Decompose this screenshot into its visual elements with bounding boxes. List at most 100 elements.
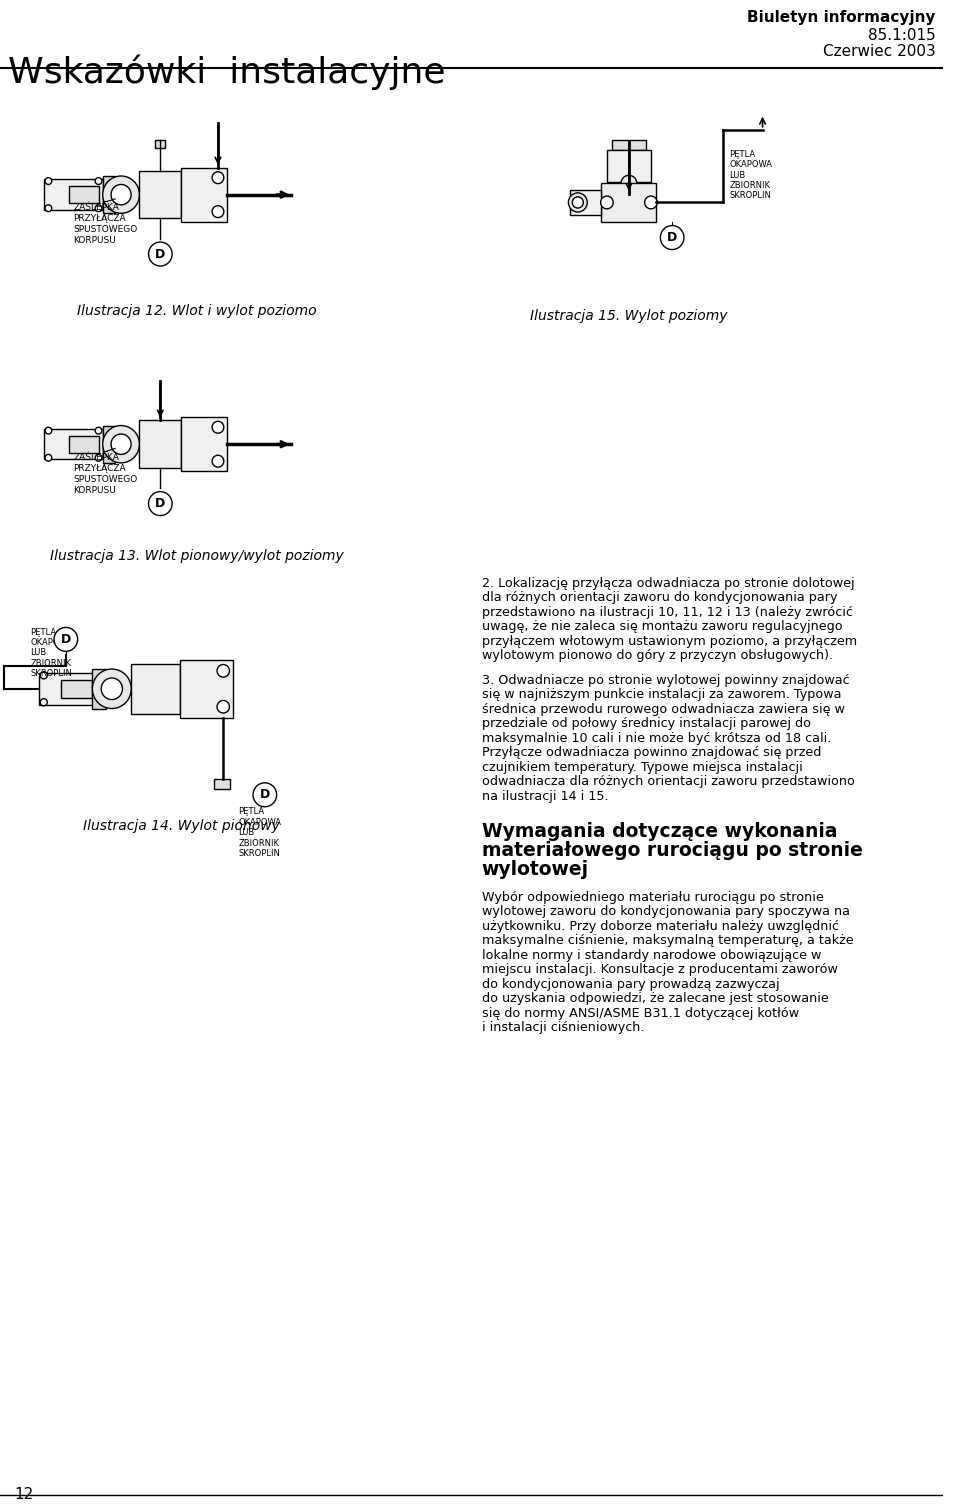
Text: i instalacji ciśnieniowych.: i instalacji ciśnieniowych.	[482, 1021, 644, 1035]
Text: przyłączem włotowym ustawionym poziomo, a przyłączem: przyłączem włotowym ustawionym poziomo, …	[482, 636, 856, 648]
Text: materiałowego rurociągu po stronie: materiałowego rurociągu po stronie	[482, 840, 862, 860]
Text: PĘTLA
OKAPOWA
LUB
ZBIORNIK
SKROPLIN: PĘTLA OKAPOWA LUB ZBIORNIK SKROPLIN	[31, 628, 74, 678]
Circle shape	[40, 699, 47, 706]
Text: użytkowniku. Przy doborze materiału należy uwzględnić: użytkowniku. Przy doborze materiału nale…	[482, 920, 838, 932]
Text: Wybór odpowiedniego materiału rurociągu po stronie: Wybór odpowiedniego materiału rurociągu …	[482, 892, 824, 904]
Bar	[181, 167, 228, 221]
Text: maksymalne ciśnienie, maksymalną temperaturę, a także: maksymalne ciśnienie, maksymalną tempera…	[482, 934, 853, 947]
Circle shape	[45, 205, 52, 212]
Text: wylotowym pionowo do góry z przyczyn obsługowych).: wylotowym pionowo do góry z przyczyn obs…	[482, 649, 832, 663]
Circle shape	[95, 455, 102, 461]
Bar	[69, 435, 99, 453]
Bar	[601, 184, 657, 221]
Text: Ilustracja 15. Wylot poziomy: Ilustracja 15. Wylot poziomy	[530, 309, 728, 324]
Bar	[570, 190, 601, 215]
Circle shape	[212, 422, 224, 434]
Text: wylotowej zaworu do kondycjonowania pary spoczywa na: wylotowej zaworu do kondycjonowania pary…	[482, 905, 850, 919]
Bar	[132, 664, 180, 714]
Circle shape	[660, 226, 684, 250]
Text: D: D	[60, 633, 71, 646]
Text: 12: 12	[14, 1488, 34, 1503]
Text: D: D	[156, 247, 165, 261]
Text: wylotowej: wylotowej	[482, 860, 588, 880]
Text: do kondycjonowania pary prowadzą zazwyczaj: do kondycjonowania pary prowadzą zazwycz…	[482, 977, 780, 991]
Text: ZAŚLEPKA
PRZYŁĄCZA
SPUSTOWEGO
KORPUSU: ZAŚLEPKA PRZYŁĄCZA SPUSTOWEGO KORPUSU	[74, 453, 137, 495]
Bar	[39, 673, 101, 705]
Bar	[44, 429, 103, 459]
Text: uwagę, że nie zaleca się montażu zaworu regulacyjnego: uwagę, że nie zaleca się montażu zaworu …	[482, 620, 842, 634]
Circle shape	[45, 455, 52, 461]
Text: Biuletyn informacyjny: Biuletyn informacyjny	[747, 11, 935, 26]
Circle shape	[149, 242, 172, 267]
Circle shape	[95, 205, 102, 212]
Bar	[156, 492, 165, 497]
Circle shape	[92, 669, 132, 708]
Bar	[103, 176, 115, 214]
Text: miejscu instalacji. Konsultacje z producentami zaworów: miejscu instalacji. Konsultacje z produc…	[482, 964, 837, 976]
Text: Ilustracja 13. Wlot pionowy/wylot poziomy: Ilustracja 13. Wlot pionowy/wylot poziom…	[50, 550, 344, 563]
Circle shape	[572, 197, 584, 208]
Text: Wskazówki  instalacyjne: Wskazówki instalacyjne	[8, 54, 445, 90]
Circle shape	[93, 672, 101, 679]
Circle shape	[212, 455, 224, 467]
Text: D: D	[156, 497, 165, 511]
Text: do uzyskania odpowiedzi, że zalecane jest stosowanie: do uzyskania odpowiedzi, że zalecane jes…	[482, 992, 828, 1005]
Circle shape	[95, 178, 102, 184]
Circle shape	[95, 428, 102, 434]
Circle shape	[111, 434, 132, 455]
Circle shape	[212, 206, 224, 217]
Circle shape	[45, 428, 52, 434]
Text: Czerwiec 2003: Czerwiec 2003	[823, 44, 935, 59]
Text: 2. Lokalizację przyłącza odwadniacza po stronie dolotowej: 2. Lokalizację przyłącza odwadniacza po …	[482, 577, 854, 590]
Text: przedstawiono na ilustracji 10, 11, 12 i 13 (należy zwrócić: przedstawiono na ilustracji 10, 11, 12 i…	[482, 605, 852, 619]
Circle shape	[111, 184, 132, 205]
Bar	[92, 669, 106, 708]
Text: lokalne normy i standardy narodowe obowiązujące w: lokalne normy i standardy narodowe obowi…	[482, 949, 821, 962]
Bar	[44, 179, 103, 209]
Circle shape	[103, 426, 139, 462]
Text: odwadniacza dla różnych orientacji zaworu przedstawiono: odwadniacza dla różnych orientacji zawor…	[482, 776, 854, 788]
Circle shape	[93, 699, 101, 706]
Text: D: D	[260, 788, 270, 801]
Text: PĘTLA
OKAPOWA
LUB
ZBIORNIK
SKROPLIN: PĘTLA OKAPOWA LUB ZBIORNIK SKROPLIN	[238, 807, 281, 858]
Circle shape	[217, 700, 229, 712]
Circle shape	[212, 172, 224, 184]
Text: 85.1:015: 85.1:015	[868, 29, 935, 44]
Bar	[214, 779, 230, 789]
Text: średnica przewodu rurowego odwadniacza zawiera się w: średnica przewodu rurowego odwadniacza z…	[482, 703, 845, 715]
Text: Przyłącze odwadniacza powinno znajdować się przed: Przyłącze odwadniacza powinno znajdować …	[482, 745, 821, 759]
Bar	[139, 420, 181, 468]
Circle shape	[644, 196, 658, 209]
Text: Ilustracja 14. Wylot pionowy: Ilustracja 14. Wylot pionowy	[84, 819, 280, 833]
Text: na ilustracji 14 i 15.: na ilustracji 14 i 15.	[482, 789, 608, 803]
Circle shape	[45, 178, 52, 184]
Bar	[139, 170, 181, 218]
Bar	[181, 417, 228, 471]
Bar	[607, 149, 651, 182]
Bar	[612, 140, 646, 149]
Circle shape	[101, 678, 123, 700]
Circle shape	[568, 193, 588, 212]
Text: dla różnych orientacji zaworu do kondycjonowania pary: dla różnych orientacji zaworu do kondycj…	[482, 592, 837, 604]
Bar	[156, 242, 165, 247]
Text: przedziale od połowy średnicy instalacji parowej do: przedziale od połowy średnicy instalacji…	[482, 717, 810, 730]
Text: Wymagania dotyczące wykonania: Wymagania dotyczące wykonania	[482, 822, 837, 840]
Circle shape	[103, 176, 139, 214]
Bar	[103, 426, 115, 462]
Bar	[156, 140, 165, 148]
Text: maksymalnie 10 cali i nie może być krótsza od 18 cali.: maksymalnie 10 cali i nie może być króts…	[482, 732, 831, 744]
Text: czujnikiem temperatury. Typowe miejsca instalacji: czujnikiem temperatury. Typowe miejsca i…	[482, 761, 803, 774]
Bar	[180, 660, 233, 717]
Circle shape	[253, 783, 276, 807]
Bar	[61, 679, 92, 697]
Text: ZAŚLEPKA
PRZYŁĄCZA
SPUSTOWEGO
KORPUSU: ZAŚLEPKA PRZYŁĄCZA SPUSTOWEGO KORPUSU	[74, 203, 137, 245]
Text: się do normy ANSI/ASME B31.1 dotyczącej kotłów: się do normy ANSI/ASME B31.1 dotyczącej …	[482, 1006, 799, 1020]
Circle shape	[601, 196, 613, 209]
Circle shape	[54, 628, 78, 651]
Circle shape	[40, 672, 47, 679]
Circle shape	[621, 175, 636, 191]
Text: PĘTLA
OKAPOWA
LUB
ZBIORNIK
SKROPLIN: PĘTLA OKAPOWA LUB ZBIORNIK SKROPLIN	[730, 149, 773, 200]
Bar	[69, 187, 99, 203]
Circle shape	[217, 664, 229, 678]
Text: D: D	[667, 230, 677, 244]
